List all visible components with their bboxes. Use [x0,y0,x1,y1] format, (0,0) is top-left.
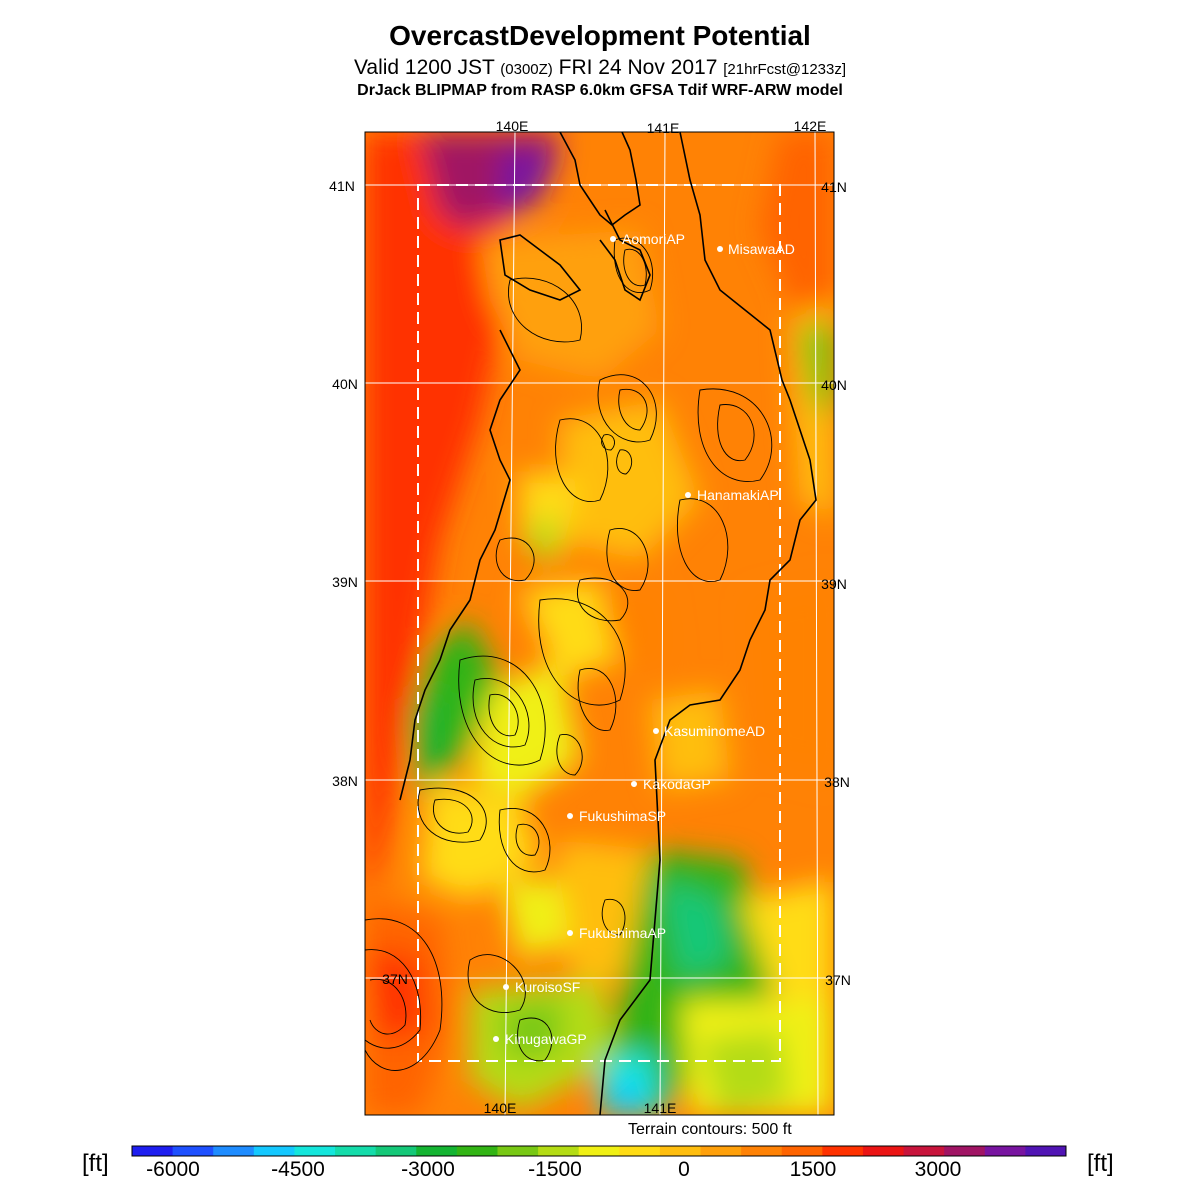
colorbar-swatch [375,1146,417,1156]
colorbar-swatch [984,1146,1026,1156]
lon-label-bottom-141: 141E [644,1100,677,1116]
site-label-hanamaki: HanamakiAP [697,487,779,503]
site-label-kinugawa: KinugawaGP [505,1031,587,1047]
lat-label-left-40: 40N [332,376,358,392]
colorbar-unit-left: [ft] [82,1150,109,1177]
colorbar-tick: -3000 [401,1158,455,1181]
colorbar-tick: -4500 [271,1158,325,1181]
lat-label-right-40: 40N [821,377,847,393]
forecast-info: [21hrFcst@1233z] [723,61,847,78]
terrain-contours [365,237,773,1071]
colorbar-swatch [619,1146,661,1156]
colorbar-tick: 1500 [789,1158,837,1181]
colorbar-swatch [335,1146,377,1156]
utc-time: (0300Z) [500,61,553,78]
site-label-kakoda: KakodaGP [643,776,711,792]
map-title: OvercastDevelopment Potential [389,20,811,51]
map-frame [364,131,835,1116]
colorbar-swatch [944,1146,986,1156]
colorbar-swatch [213,1146,255,1156]
model-description: DrJack BLIPMAP from RASP 6.0km GFSA Tdif… [357,82,843,99]
colorbar [131,1145,1067,1157]
lat-label-left-37: 37N [382,971,408,987]
site-dot-kasuminome [653,728,659,734]
colorbar-swatch [659,1146,702,1156]
domain-box [417,184,781,1062]
site-dot-aomori [610,236,616,242]
site-dot-misawa [717,246,723,252]
colorbar-swatch [822,1146,864,1156]
colorbar-tick: -6000 [146,1158,200,1181]
site-dot-kinugawa [493,1036,499,1042]
site-label-kuroiso: KuroisoSF [515,979,580,995]
site-dot-fukushima-ap [567,930,573,936]
lat-label-right-41: 41N [821,179,847,195]
site-dot-hanamaki [685,492,691,498]
colorbar-swatch [416,1146,458,1156]
colorbar-swatch [456,1146,498,1156]
colorbar-swatch [1025,1146,1067,1156]
colorbar-swatch [862,1146,905,1156]
colorbar-swatch [538,1146,580,1156]
colorbar-swatch [253,1146,295,1156]
colorbar-swatch [132,1146,174,1156]
site-markers: AomoriAP MisawaAD HanamakiAP KasuminomeA… [493,231,795,1047]
terrain-note: Terrain contours: 500 ft [628,1121,792,1138]
lat-label-right-38: 38N [824,774,850,790]
lat-label-right-39: 39N [821,576,847,592]
colorbar-frame [131,1145,1067,1157]
lat-label-left-39: 39N [332,574,358,590]
colorbar-tick: 0 [678,1158,690,1181]
field-layer [365,132,834,1115]
site-dot-kakoda [631,781,637,787]
site-label-kasuminome: KasuminomeAD [664,723,765,739]
colorbar-swatch [741,1146,783,1156]
coastline [399,132,817,1115]
valid-date: FRI 24 Nov 2017 [558,56,718,79]
colorbar-swatch [903,1146,945,1156]
lat-label-left-41: 41N [329,178,355,194]
colorbar-swatch [781,1146,823,1156]
colorbar-swatch [578,1146,620,1156]
site-dot-kuroiso [503,984,509,990]
site-dot-fukushima-sp [567,813,573,819]
map-subtitle: Valid 1200 JST (0300Z) FRI 24 Nov 2017 [… [0,56,1200,80]
colorbar-swatch [700,1146,742,1156]
colorbar-swatch [497,1146,539,1156]
site-label-fukushima-ap: FukushimaAP [579,925,666,941]
site-label-aomori: AomoriAP [622,231,685,247]
lon-label-bottom-140: 140E [484,1100,517,1116]
colorbar-unit-right: [ft] [1087,1150,1114,1177]
colorbar-swatch [172,1146,214,1156]
colorbar-swatch [294,1146,336,1156]
lon-label-top-141: 141E [647,120,680,136]
lat-label-right-37: 37N [825,972,851,988]
lat-label-left-38: 38N [332,773,358,789]
site-label-misawa: MisawaAD [728,241,795,257]
colorbar-tick: -1500 [528,1158,582,1181]
site-label-fukushima-sp: FukushimaSP [579,808,666,824]
lon-label-top-140: 140E [496,118,529,134]
axis-labels: 140E 141E 142E 140E 141E 41N 40N 39N 38N… [329,118,851,1116]
colorbar-tick: 3000 [914,1158,962,1181]
valid-time: Valid 1200 JST [353,56,495,79]
lon-label-top-142: 142E [794,118,827,134]
